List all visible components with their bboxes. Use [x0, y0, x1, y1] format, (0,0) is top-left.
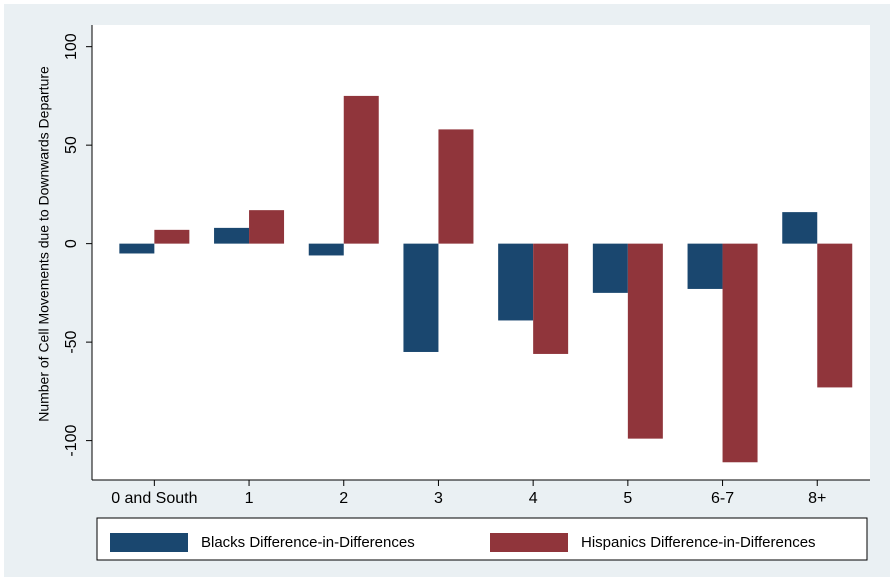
y-axis-label: Number of Cell Movements due to Downward…	[36, 66, 52, 422]
legend-label: Hispanics Difference-in-Differences	[581, 534, 816, 551]
y-tick-label: 50	[63, 136, 80, 154]
x-tick-label: 6-7	[711, 490, 734, 507]
bar	[782, 212, 818, 244]
bar	[343, 95, 379, 244]
legend-swatch	[110, 533, 188, 552]
bar	[722, 243, 758, 463]
legend	[96, 517, 868, 561]
bar	[592, 243, 628, 293]
bar	[154, 229, 190, 244]
bar	[249, 210, 285, 244]
legend-label: Blacks Difference-in-Differences	[201, 534, 415, 551]
bar	[119, 243, 155, 254]
y-tick-label: 100	[63, 33, 80, 60]
bar	[498, 243, 534, 321]
bar	[627, 243, 663, 439]
x-tick-label: 0 and South	[111, 490, 197, 507]
legend-swatch	[490, 533, 568, 552]
x-tick-label: 1	[245, 490, 254, 507]
bar	[817, 243, 853, 388]
y-tick-label: 0	[63, 239, 80, 248]
x-tick-label: 3	[434, 490, 443, 507]
bar	[687, 243, 723, 289]
x-tick-label: 8+	[808, 490, 826, 507]
bar	[403, 243, 439, 352]
x-tick-label: 5	[623, 490, 632, 507]
y-tick-label: -100	[63, 424, 80, 456]
y-tick-label: -50	[63, 330, 80, 353]
bar	[438, 129, 474, 244]
bar	[533, 243, 569, 354]
bar	[214, 227, 250, 244]
x-tick-label: 4	[529, 490, 538, 507]
x-tick-label: 2	[339, 490, 348, 507]
bar	[308, 243, 344, 256]
